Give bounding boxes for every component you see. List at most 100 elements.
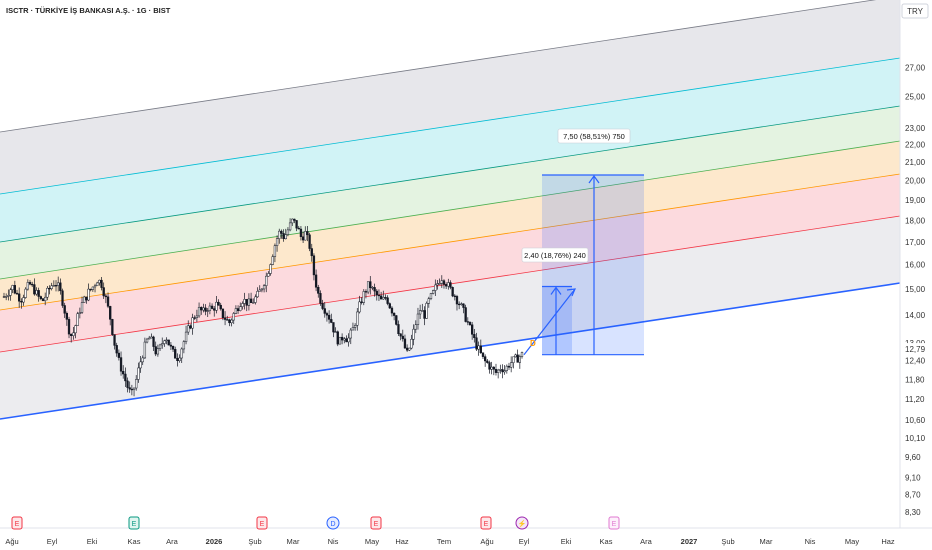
candle-body <box>195 315 199 319</box>
time-tick-label: Ağu <box>480 537 493 546</box>
currency-button[interactable] <box>901 3 929 19</box>
candle-body <box>83 296 86 303</box>
candle-body <box>52 285 55 287</box>
price-axis[interactable]: 27,00 25,00 23,00 22,00 21,00 20,00 19,00 18,00… <box>901 64 931 517</box>
candle-body <box>490 366 493 370</box>
candle-body <box>312 255 316 276</box>
candle-body <box>494 369 498 373</box>
earnings-marker-icon[interactable] <box>11 516 23 530</box>
price-tick-label: 19,00 <box>905 196 926 205</box>
candle-body <box>106 296 110 307</box>
time-axis[interactable]: Ağu Eyl Eki Kas Ara 2026 Şub Mar Nis May Haz Tem Ağu… <box>5 537 895 546</box>
candle-body <box>65 313 69 320</box>
candle-body <box>178 357 181 361</box>
candle-body <box>54 285 58 287</box>
candle-body <box>412 328 415 340</box>
candle-body <box>473 334 476 339</box>
candle-body <box>499 369 502 371</box>
candle-body <box>104 295 108 298</box>
measure-box-small[interactable] <box>542 286 572 355</box>
candle-body <box>154 346 157 355</box>
price-axis-background[interactable] <box>900 0 932 550</box>
candle-body <box>117 352 121 358</box>
candle-body <box>124 373 127 382</box>
candle-body <box>239 306 242 311</box>
candle-body <box>102 287 105 297</box>
candle-body <box>451 287 454 297</box>
candle-body <box>457 303 461 306</box>
candle-body <box>80 302 84 313</box>
current-price-badge <box>901 343 931 356</box>
candle-body <box>288 222 292 231</box>
measure-large-label-box <box>557 128 631 144</box>
candle-body <box>347 337 350 343</box>
channel-line[interactable] <box>0 0 900 133</box>
candle-body <box>338 336 342 345</box>
earnings-marker-icon[interactable] <box>480 516 492 530</box>
event-marker-icon[interactable] <box>326 516 340 530</box>
event-marker-icon[interactable] <box>515 516 529 530</box>
candle-body <box>217 301 220 306</box>
candle-body <box>119 357 123 372</box>
candle-body <box>187 325 190 333</box>
candle-body <box>128 387 131 390</box>
candle-body <box>5 296 8 298</box>
earnings-marker-icon[interactable] <box>608 516 620 530</box>
candle-body <box>291 218 294 224</box>
time-tick-label: Ara <box>166 537 179 546</box>
earnings-marker-icon[interactable] <box>128 516 140 530</box>
channel-line[interactable] <box>0 140 900 280</box>
candle-body <box>319 293 322 304</box>
measure-labels: 7,50 (58,51%) 750 2,40 (18,76%) 240 D <box>521 128 631 348</box>
candle-body <box>180 348 183 359</box>
measure-tool[interactable] <box>523 174 644 356</box>
price-tick-label: 9,10 <box>905 473 921 482</box>
candle-body <box>317 287 320 294</box>
candle-body <box>282 233 285 240</box>
channel-line[interactable] <box>0 173 900 311</box>
earnings-marker-icon[interactable] <box>370 516 382 530</box>
candle-body <box>18 293 21 302</box>
candle-body <box>31 283 34 286</box>
candle-body <box>215 301 218 311</box>
candle-body <box>174 349 177 359</box>
candle-body <box>353 325 357 328</box>
candle-body <box>273 245 277 257</box>
candle-body <box>241 303 244 307</box>
time-tick-label: Ağu <box>5 537 18 546</box>
candle-body <box>145 338 149 343</box>
candle-body <box>455 296 459 305</box>
symbol-title: ISCTR · TÜRKİYE İŞ BANKASI A.Ş. · 1G · B… <box>6 6 171 15</box>
dividend-marker[interactable]: D <box>530 339 536 348</box>
measure-box-large[interactable] <box>542 174 644 355</box>
time-tick-label: Mar <box>287 537 300 546</box>
candle-body <box>70 333 73 336</box>
candle-body <box>297 227 300 230</box>
candle-body <box>98 279 101 284</box>
candlestick-series <box>2 218 524 397</box>
candle-body <box>200 306 203 311</box>
earnings-marker-icon[interactable] <box>256 516 268 530</box>
time-tick-label: May <box>845 537 859 546</box>
candle-body <box>267 273 270 277</box>
channel-line[interactable] <box>0 105 900 243</box>
candle-body <box>13 285 16 294</box>
candle-body <box>423 310 426 319</box>
event-markers[interactable]: E E E D E E ⚡ E <box>11 516 620 530</box>
candle-body <box>213 308 216 311</box>
time-tick-label: Eyl <box>47 537 58 546</box>
candle-body <box>208 305 212 311</box>
event-marker-symbol: E <box>374 521 379 528</box>
candle-body <box>137 367 140 380</box>
regression-base-line[interactable] <box>0 282 900 420</box>
event-marker-symbol: D <box>330 521 335 528</box>
candle-body <box>271 256 274 265</box>
candle-body <box>156 348 160 355</box>
candle-body <box>96 282 99 287</box>
candle-body <box>48 287 51 290</box>
candle-body <box>405 347 409 351</box>
candle-body <box>221 308 225 318</box>
channel-line[interactable] <box>0 57 900 195</box>
candle-body <box>484 356 487 362</box>
